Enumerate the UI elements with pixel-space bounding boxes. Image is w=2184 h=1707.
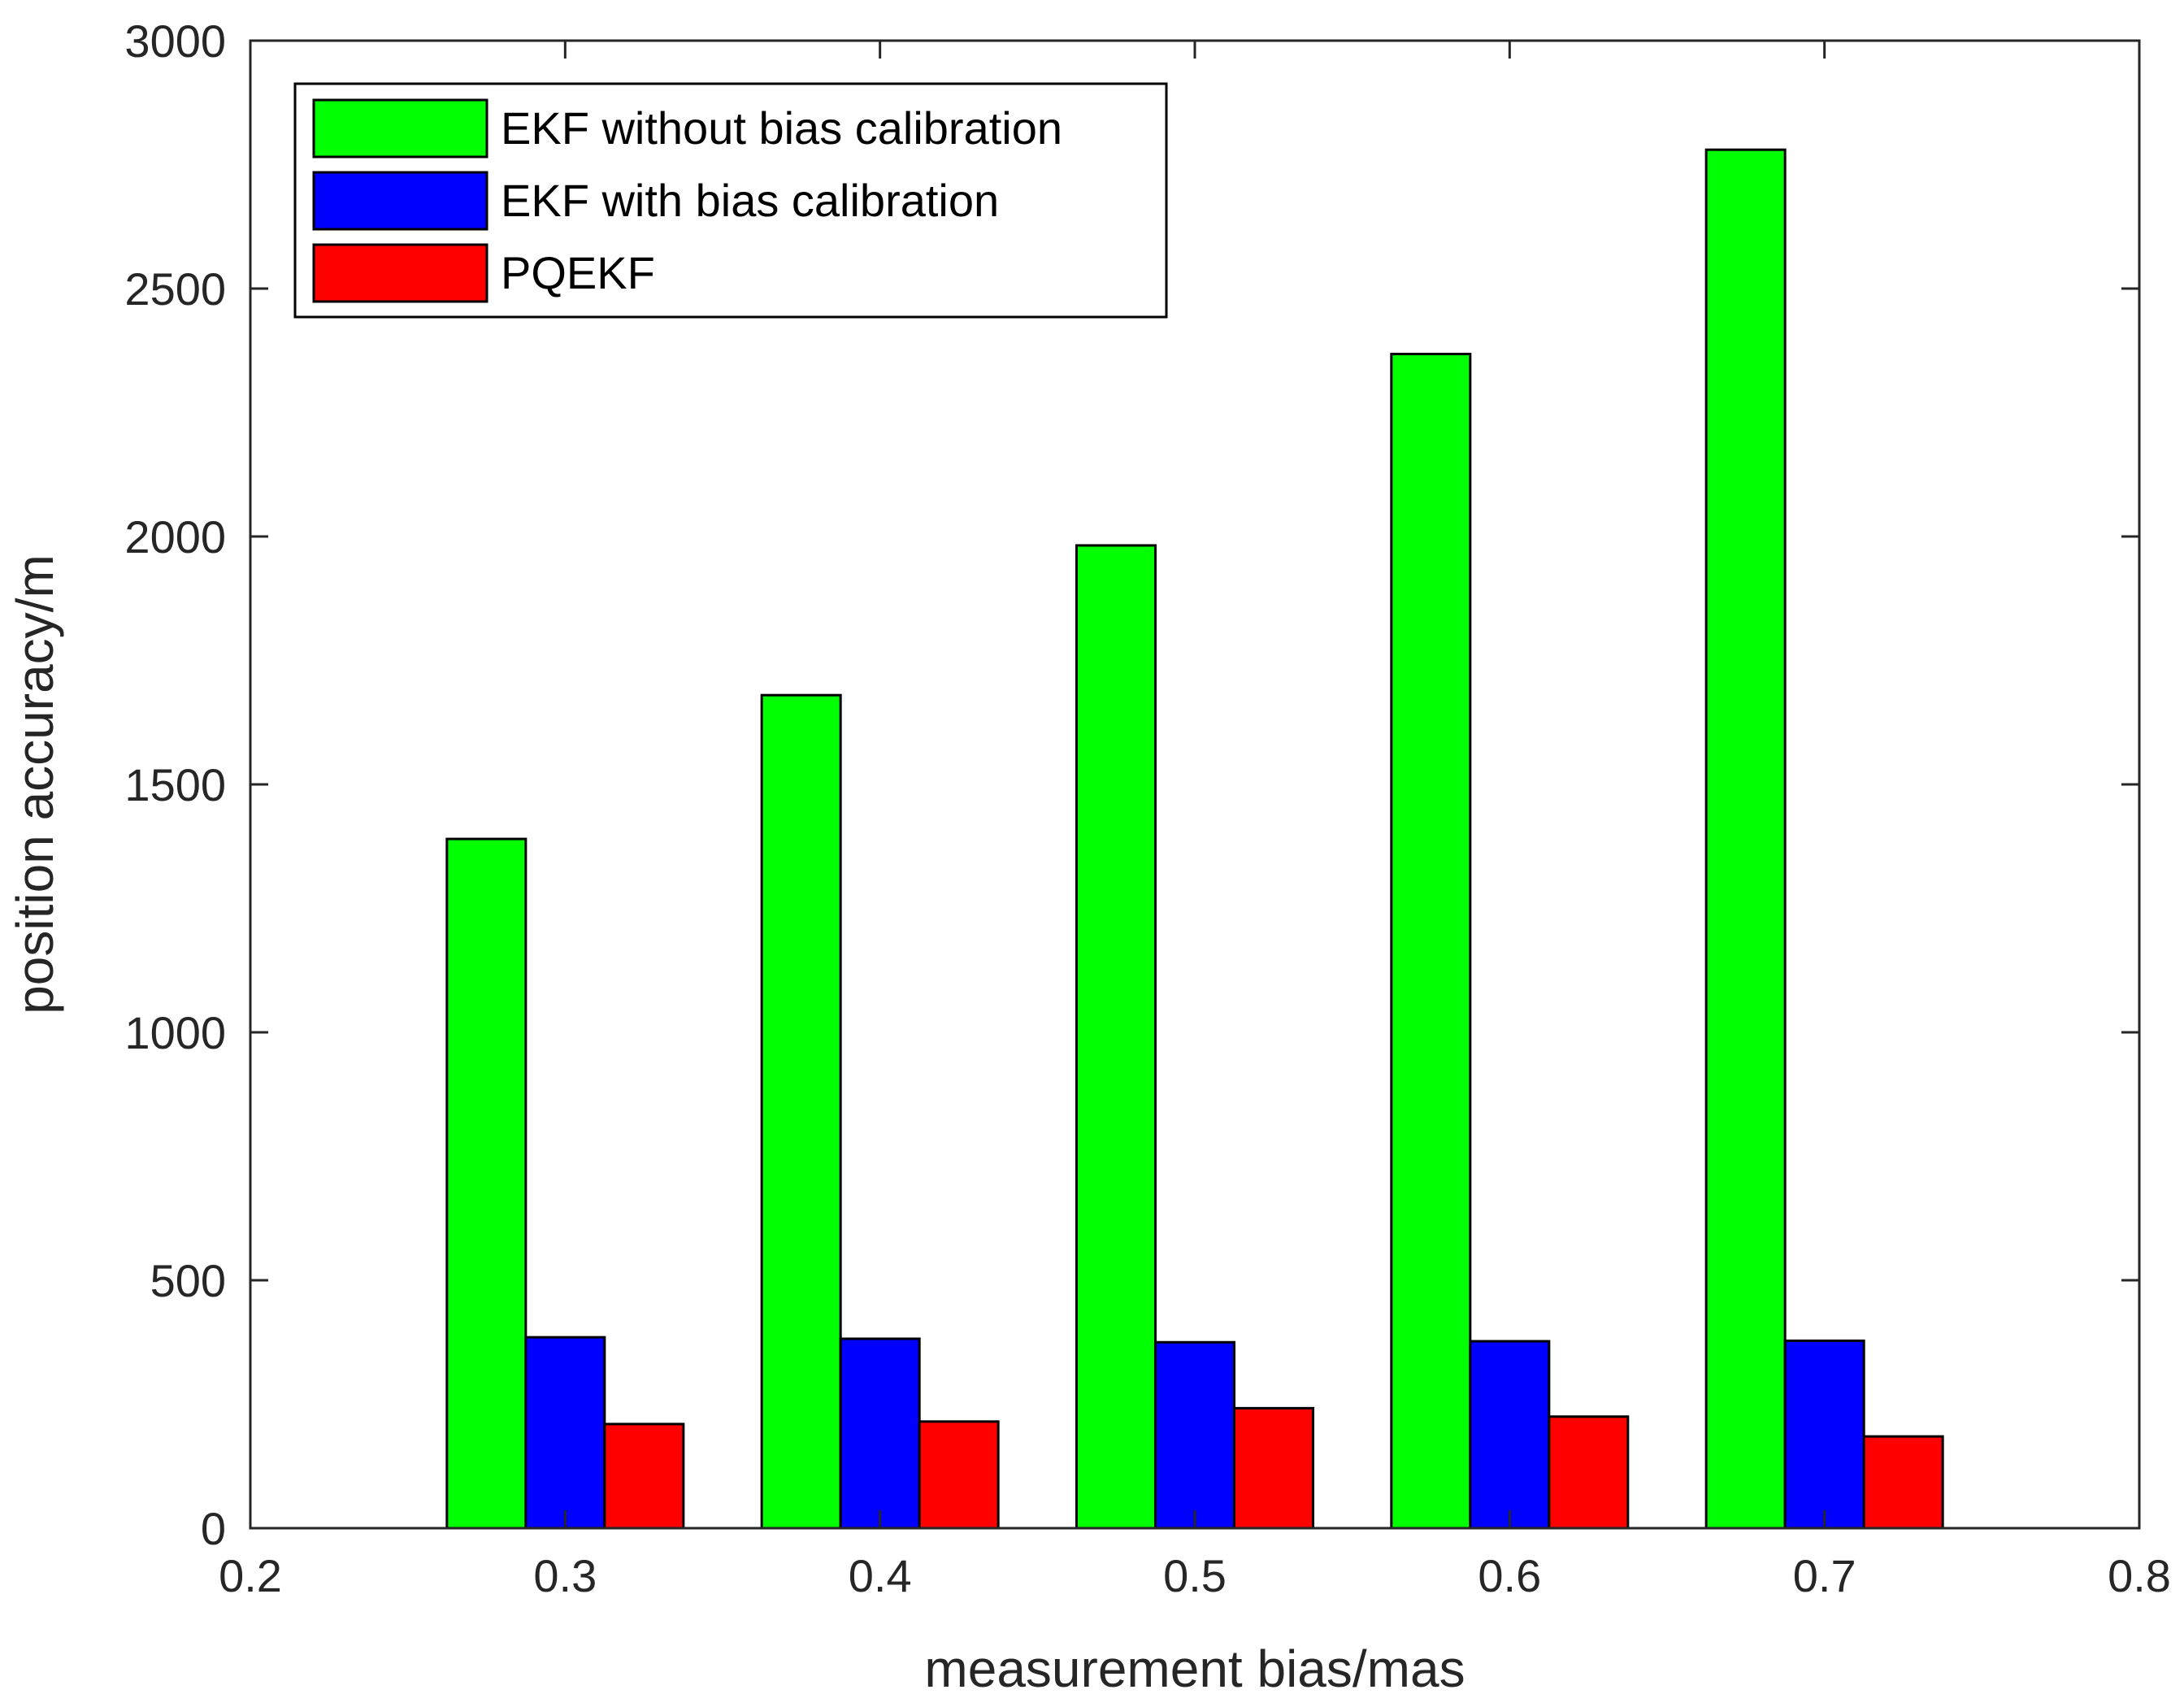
plot-frame <box>249 39 2141 1530</box>
y-tick-label: 1000 <box>124 1007 226 1058</box>
y-tick-label: 500 <box>150 1255 226 1306</box>
bar-2-1 <box>524 1336 606 1530</box>
bar-1-4 <box>1390 353 1472 1530</box>
x-tick-label: 0.5 <box>1163 1550 1227 1601</box>
y-tick-label: 2500 <box>124 263 226 315</box>
bars-group <box>445 148 1944 1530</box>
legend-label-1: EKF without bias calibration <box>501 102 1062 154</box>
y-tick-label: 3000 <box>124 15 226 67</box>
legend-swatch-2 <box>312 171 488 231</box>
y-tick-labels: 0 500 1000 1500 2000 2500 3000 <box>124 15 226 1554</box>
x-tick-label: 0.4 <box>849 1550 912 1601</box>
bar-2-2 <box>839 1337 921 1530</box>
y-tick-label: 2000 <box>124 511 226 562</box>
bar-3-4 <box>1548 1415 1630 1530</box>
legend-swatch-3 <box>312 243 488 303</box>
x-tick-labels: 0.2 0.3 0.4 0.5 0.6 0.7 0.8 <box>219 1550 2171 1601</box>
bar-2-4 <box>1469 1340 1551 1530</box>
legend-label-2: EKF with bias calibration <box>501 175 999 226</box>
legend-label-3: PQEKF <box>501 247 655 298</box>
legend: EKF without bias calibration EKF with bia… <box>293 82 1168 319</box>
x-tick-label: 0.3 <box>533 1550 597 1601</box>
bar-3-2 <box>918 1420 1000 1530</box>
x-tick-label: 0.6 <box>1478 1550 1541 1601</box>
x-tick-label: 0.8 <box>2108 1550 2171 1601</box>
x-tick-label: 0.2 <box>219 1550 282 1601</box>
x-tick-label: 0.7 <box>1793 1550 1856 1601</box>
legend-swatch-1 <box>312 98 488 159</box>
bar-2-3 <box>1154 1340 1235 1530</box>
bar-1-5 <box>1704 148 1787 1530</box>
y-tick-label: 1500 <box>124 759 226 810</box>
x-axis-label: measurement bias/mas <box>924 1640 1465 1698</box>
y-axis-label: position accuracy/m <box>6 554 64 1014</box>
y-tick-label: 0 <box>201 1503 226 1554</box>
bar-2-5 <box>1783 1339 1865 1530</box>
bar-1-2 <box>760 693 842 1530</box>
bar-1-1 <box>445 837 528 1530</box>
bar-3-3 <box>1233 1406 1314 1530</box>
bar-1-3 <box>1075 544 1157 1530</box>
bar-3-5 <box>1862 1435 1944 1530</box>
bar-3-1 <box>603 1422 685 1530</box>
